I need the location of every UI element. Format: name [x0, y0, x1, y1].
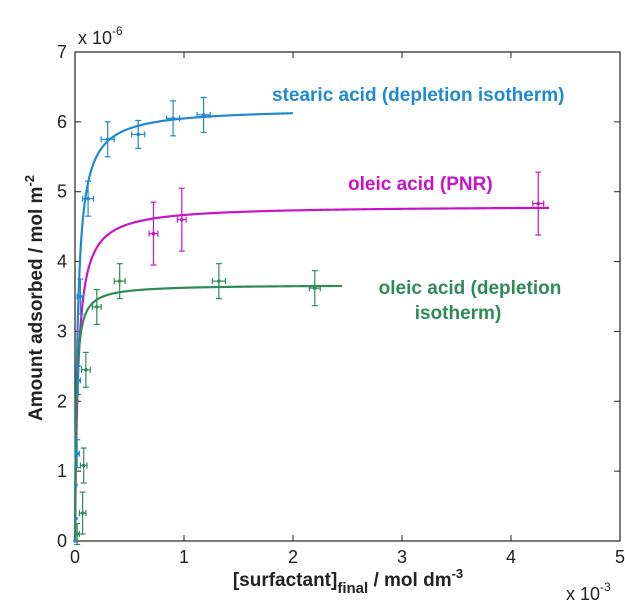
- y-tick-label-7: 7: [57, 42, 67, 62]
- series-2-point-0: [74, 522, 81, 546]
- x-axis-title: [surfactant]final / mol dm-3: [233, 566, 463, 597]
- series-label-oleic-pnr: oleic acid (PNR): [348, 174, 493, 195]
- y-tick-label-6: 6: [57, 112, 67, 132]
- series-0-point-0: [73, 539, 77, 543]
- series-2-point-4: [91, 288, 102, 326]
- series-0-point-6: [82, 180, 95, 217]
- x-tick-label-0: 0: [70, 547, 80, 567]
- fit-curves: [73, 112, 550, 541]
- series-0-point-9: [165, 100, 181, 137]
- x-multiplier: x 10-3: [566, 580, 611, 604]
- series-2-point-1: [78, 491, 87, 535]
- series-label-oleic-depletion-line2: isotherm): [415, 303, 502, 324]
- series-2-point-5: [113, 263, 126, 300]
- series-0-point-5: [76, 278, 85, 315]
- x-tick-label-3: 3: [397, 547, 407, 567]
- series-label-stearic: stearic acid (depletion isotherm): [272, 85, 564, 106]
- y-tick-label-2: 2: [57, 391, 67, 411]
- series-2-point-3: [80, 351, 91, 388]
- plot-frame: [74, 51, 621, 542]
- y-tick-label-1: 1: [57, 461, 67, 481]
- y-tick-label-4: 4: [57, 252, 67, 272]
- fit-curve-0: [73, 112, 294, 541]
- series-0-point-3: [74, 439, 81, 469]
- series-1-point-1: [176, 187, 187, 252]
- y-axis-title: Amount adsorbed / mol m-2: [22, 175, 47, 421]
- axis-ticks: 0 1 2 3 4 5 0 1 2 3 4 5 6 7: [57, 42, 625, 567]
- fit-curve-1: [73, 206, 550, 541]
- y-multiplier: x 10-6: [78, 24, 123, 48]
- y-tick-label-3: 3: [57, 321, 67, 341]
- series-2-point-2: [79, 447, 88, 484]
- x-tick-label-2: 2: [288, 547, 298, 567]
- series-label-oleic-depletion-line1: oleic acid (depletion: [379, 278, 562, 299]
- fit-curve-2: [73, 284, 343, 541]
- data-points: [73, 96, 545, 546]
- series-0-point-2: [74, 483, 78, 487]
- x-tick-label-5: 5: [615, 547, 625, 567]
- series-1-point-0: [148, 201, 159, 266]
- series-0-point-1: [74, 516, 78, 521]
- y-tick-label-0: 0: [57, 531, 67, 551]
- series-0-point-10: [196, 96, 211, 133]
- series-0-point-4: [75, 365, 82, 395]
- series-0-point-8: [131, 119, 146, 150]
- x-tick-label-1: 1: [179, 547, 189, 567]
- series-0-point-7: [100, 121, 115, 158]
- x-tick-label-4: 4: [506, 547, 516, 567]
- series-2-point-6: [211, 263, 227, 300]
- series-2-point-7: [308, 270, 321, 307]
- series-1-point-2: [532, 171, 545, 236]
- y-tick-label-5: 5: [57, 182, 67, 202]
